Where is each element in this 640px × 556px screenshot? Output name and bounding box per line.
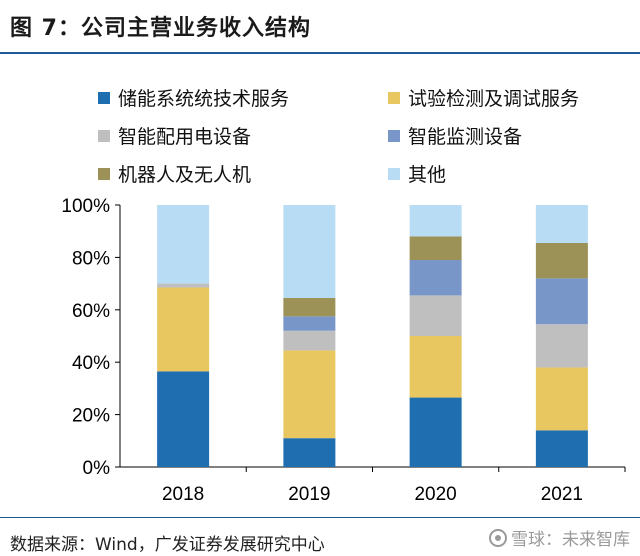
x-tick-label: 2020	[414, 484, 456, 505]
bar-segment	[283, 205, 336, 299]
bar-segment	[157, 287, 210, 372]
legend-item: 储能系统统技术服务	[98, 84, 289, 111]
watermark: 雪球：未来智库	[489, 525, 630, 550]
snowball-icon	[489, 528, 507, 547]
source-note: 数据来源：Wind，广发证券发展研究中心	[10, 535, 325, 555]
x-tick-label: 2021	[541, 484, 583, 505]
y-tick-label: 60%	[72, 301, 110, 322]
legend-item: 智能监测设备	[388, 122, 522, 149]
bar-segment	[283, 438, 336, 467]
bar-segment	[283, 316, 336, 331]
footer-divider	[0, 517, 640, 518]
title-divider	[0, 52, 640, 54]
bar-segment	[283, 298, 336, 317]
bar-segment	[409, 236, 462, 261]
bar-segment	[157, 283, 210, 288]
watermark-text: 雪球：未来智库	[511, 530, 630, 550]
legend-label: 智能配用电设备	[118, 126, 252, 148]
x-tick-label: 2018	[162, 484, 204, 505]
bar-segment	[535, 278, 588, 325]
legend-label: 智能监测设备	[408, 126, 523, 148]
legend-swatch	[98, 167, 110, 180]
x-tick-label: 2019	[288, 484, 330, 505]
legend-item: 试验检测及调试服务	[388, 84, 579, 111]
stacked-bar-chart: 0% 20% 40% 60% 80% 100% 2018 2019 2020 2021	[61, 196, 626, 505]
y-tick-label: 0%	[83, 458, 111, 479]
bar-segment	[409, 397, 462, 467]
legend-swatch	[388, 91, 400, 104]
bar-segment	[409, 205, 462, 237]
legend-item: 其他	[388, 160, 446, 187]
bar-segment	[535, 205, 588, 243]
bar-segment	[283, 330, 336, 351]
figure-title: 图 7：公司主营业务收入结构	[10, 16, 311, 41]
bar-segment	[283, 350, 336, 439]
bar-segment	[157, 205, 210, 284]
bar-segment	[409, 260, 462, 296]
bar-segment	[409, 295, 462, 336]
bar-segment	[535, 242, 588, 279]
legend-label: 其他	[408, 164, 447, 186]
legend-swatch	[98, 91, 110, 104]
legend-swatch	[388, 129, 400, 142]
bar-segment	[535, 324, 588, 368]
legend-swatch	[388, 167, 400, 180]
y-tick-label: 40%	[72, 353, 110, 374]
legend-label: 储能系统统技术服务	[118, 88, 290, 110]
y-tick-label: 80%	[72, 248, 110, 269]
bar-segment	[157, 371, 210, 467]
legend-item: 智能配用电设备	[98, 122, 251, 149]
bar-segment	[535, 430, 588, 467]
bar-segment	[409, 336, 462, 398]
y-tick-label: 20%	[72, 406, 110, 427]
legend-label: 试验检测及调试服务	[408, 88, 580, 110]
legend-label: 机器人及无人机	[118, 164, 252, 186]
legend-item: 机器人及无人机	[98, 160, 251, 187]
bar-segment	[535, 367, 588, 431]
y-tick-label: 100%	[61, 196, 110, 217]
legend-swatch	[98, 129, 110, 142]
